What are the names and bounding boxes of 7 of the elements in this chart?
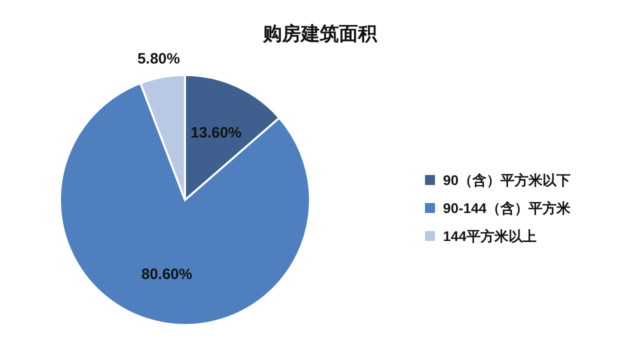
- data-label: 13.60%: [190, 124, 242, 142]
- legend-label: 144平方米以上: [443, 228, 536, 244]
- legend-label: 90-144（含）平方米: [443, 200, 572, 216]
- data-label: 5.80%: [137, 50, 180, 68]
- data-label: 80.60%: [141, 266, 192, 283]
- legend-label: 90（含）平方米以下: [443, 172, 571, 188]
- chart-title: 购房建筑面积: [262, 23, 378, 45]
